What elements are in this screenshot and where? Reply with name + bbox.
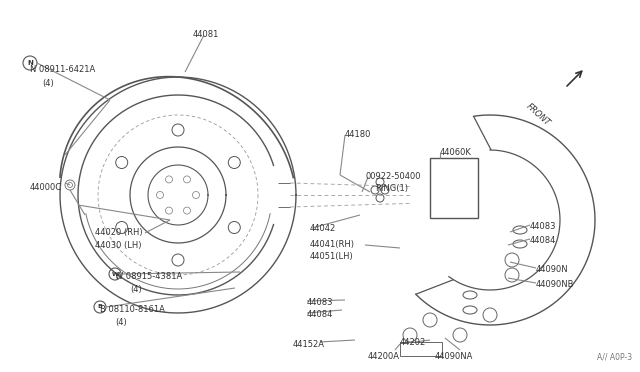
Text: (4): (4): [130, 285, 141, 294]
Text: A// A0P-3: A// A0P-3: [597, 353, 632, 362]
Text: 44042: 44042: [310, 224, 336, 233]
Text: 44090NB: 44090NB: [536, 280, 575, 289]
Text: 44084: 44084: [530, 236, 556, 245]
Ellipse shape: [513, 240, 527, 248]
Text: 44083: 44083: [307, 298, 333, 307]
Ellipse shape: [463, 306, 477, 314]
Text: 44152A: 44152A: [293, 340, 325, 349]
Circle shape: [172, 254, 184, 266]
Text: FRONT: FRONT: [525, 102, 552, 128]
Text: 44084: 44084: [307, 310, 333, 319]
Text: 44030 (LH): 44030 (LH): [95, 241, 141, 250]
Circle shape: [376, 194, 384, 202]
Text: N 08911-6421A: N 08911-6421A: [30, 65, 95, 74]
Circle shape: [376, 178, 384, 186]
Circle shape: [483, 308, 497, 322]
Circle shape: [403, 328, 417, 342]
Text: B: B: [97, 305, 102, 310]
Text: (4): (4): [42, 79, 54, 88]
Text: 44060K: 44060K: [440, 148, 472, 157]
Text: 44180: 44180: [345, 130, 371, 139]
Text: 44000C: 44000C: [30, 183, 62, 192]
Circle shape: [228, 221, 240, 234]
Text: B 08110-8161A: B 08110-8161A: [100, 305, 165, 314]
Circle shape: [157, 192, 163, 199]
Circle shape: [94, 301, 106, 313]
Circle shape: [65, 180, 75, 190]
Text: 44200A: 44200A: [368, 352, 400, 361]
Circle shape: [116, 221, 128, 234]
Text: 44020 (RH): 44020 (RH): [95, 228, 143, 237]
Circle shape: [172, 124, 184, 136]
Circle shape: [381, 186, 389, 194]
Circle shape: [505, 268, 519, 282]
Text: RING(1): RING(1): [375, 184, 408, 193]
Text: 44083: 44083: [530, 222, 557, 231]
Circle shape: [184, 176, 191, 183]
Text: W 08915-4381A: W 08915-4381A: [115, 272, 182, 281]
Text: W: W: [111, 272, 118, 276]
Text: (4): (4): [115, 318, 127, 327]
Circle shape: [505, 253, 519, 267]
Text: 44081: 44081: [193, 30, 220, 39]
Circle shape: [109, 268, 121, 280]
Circle shape: [193, 192, 200, 199]
Circle shape: [166, 207, 173, 214]
Text: 44202: 44202: [400, 338, 426, 347]
Bar: [400, 342, 442, 356]
Circle shape: [67, 183, 72, 187]
Text: 44090N: 44090N: [536, 265, 568, 274]
Text: 44090NA: 44090NA: [435, 352, 474, 361]
Circle shape: [371, 186, 379, 194]
Text: 44041(RH): 44041(RH): [310, 240, 355, 249]
Circle shape: [184, 207, 191, 214]
Circle shape: [166, 176, 173, 183]
Text: N: N: [27, 60, 33, 66]
Circle shape: [453, 328, 467, 342]
Ellipse shape: [513, 226, 527, 234]
Circle shape: [423, 313, 437, 327]
Text: 00922-50400: 00922-50400: [365, 172, 420, 181]
Bar: [430, 158, 478, 218]
Circle shape: [23, 56, 37, 70]
Circle shape: [116, 157, 128, 169]
Circle shape: [228, 157, 240, 169]
Text: 44051(LH): 44051(LH): [310, 252, 354, 261]
Ellipse shape: [463, 291, 477, 299]
